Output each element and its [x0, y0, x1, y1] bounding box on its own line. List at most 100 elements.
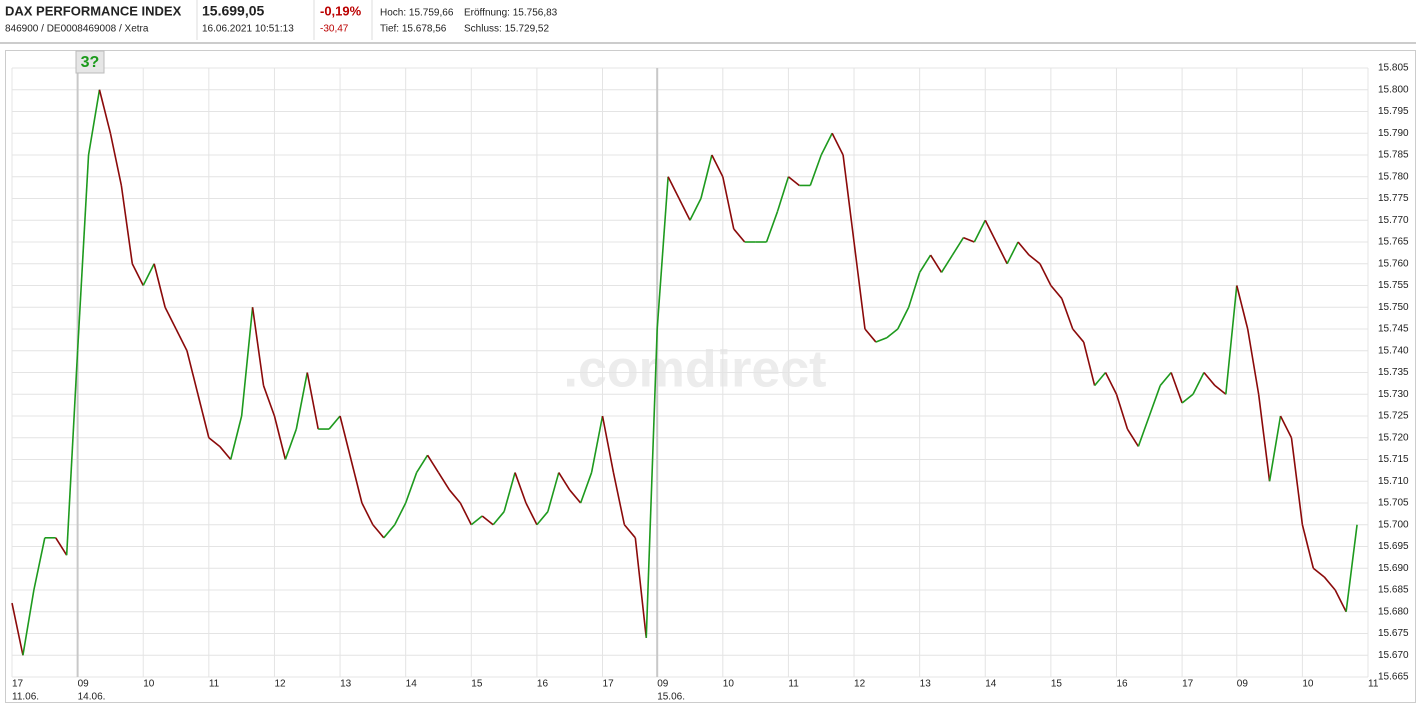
price-segment	[929, 254, 943, 273]
price-segment	[1312, 567, 1325, 578]
price-segment	[1093, 371, 1107, 387]
price-segment	[1334, 589, 1347, 613]
price-segment	[1301, 524, 1315, 569]
price-segment	[1148, 385, 1161, 417]
price-segment	[1159, 371, 1172, 387]
y-tick-label: 15.690	[1378, 563, 1409, 574]
price-segment	[1170, 372, 1183, 404]
price-segment	[536, 511, 549, 526]
x-tick-label: 09	[657, 679, 669, 690]
low: Tief: 15.678,56	[380, 24, 447, 35]
price-segment	[372, 524, 385, 539]
price-segment	[601, 415, 615, 473]
price-segment	[98, 89, 112, 134]
x-tick-label: 15	[471, 679, 483, 690]
y-tick-label: 15.770	[1378, 215, 1409, 226]
price-segment	[1246, 328, 1260, 395]
price-segment	[733, 228, 746, 243]
x-tick-label: 15	[1051, 679, 1063, 690]
high: Hoch: 15.759,66	[380, 8, 454, 19]
price-segment	[426, 454, 440, 473]
y-tick-label: 15.775	[1378, 193, 1409, 204]
price-segment	[131, 263, 144, 286]
y-tick-label: 15.670	[1378, 650, 1409, 661]
price-segment	[251, 307, 265, 386]
price-segment	[984, 219, 997, 243]
y-tick-label: 15.735	[1378, 367, 1409, 378]
price-segment	[623, 524, 636, 539]
price-segment	[951, 237, 965, 256]
price-segment	[153, 263, 166, 308]
price-segment	[1039, 263, 1052, 286]
price-segment	[339, 415, 352, 460]
price-segment	[1126, 428, 1140, 447]
price-segment	[76, 154, 90, 351]
price-segment	[109, 133, 123, 186]
price-segment	[240, 307, 254, 417]
price-segment	[722, 176, 735, 230]
x-tick-label: 10	[1302, 679, 1314, 690]
price-segment	[470, 515, 483, 526]
price-segment	[208, 437, 221, 448]
price-segment	[219, 445, 232, 461]
price-segment	[11, 602, 24, 656]
price-segment	[1290, 437, 1304, 525]
y-tick-label: 15.700	[1378, 519, 1409, 530]
price-segment	[853, 241, 866, 330]
price-segment	[1279, 415, 1293, 439]
price-segment	[1345, 524, 1358, 612]
price-segment	[1192, 372, 1205, 395]
price-segment	[569, 489, 582, 504]
y-tick-label: 15.675	[1378, 628, 1409, 639]
price-segment	[1225, 285, 1238, 395]
y-tick-label: 15.765	[1378, 237, 1409, 248]
price-segment	[1017, 241, 1030, 256]
price-segment	[1137, 415, 1151, 447]
x-tick-label: 17	[1182, 679, 1194, 690]
y-tick-label: 15.725	[1378, 411, 1409, 422]
price-segment	[22, 589, 35, 656]
x-tick-label: 11	[788, 679, 799, 690]
price-segment	[995, 241, 1008, 265]
price-segment	[809, 154, 822, 186]
y-tick-label: 15.730	[1378, 389, 1409, 400]
y-tick-label: 15.795	[1378, 106, 1409, 117]
price-segment	[186, 350, 199, 395]
y-tick-label: 15.805	[1378, 63, 1409, 74]
price-segment	[175, 328, 188, 352]
timestamp: 16.06.2021 10:51:13	[202, 24, 294, 35]
price-segment	[284, 428, 298, 460]
x-tick-label: 11	[1368, 679, 1379, 690]
y-tick-label: 15.745	[1378, 324, 1409, 335]
price-segment	[886, 328, 899, 339]
price-segment	[897, 306, 910, 330]
price-segment	[1203, 371, 1216, 387]
price-segment	[481, 515, 494, 526]
price-segment	[1061, 298, 1074, 330]
price-segment	[820, 132, 833, 156]
price-segment	[459, 502, 473, 526]
x-tick-label: 14	[406, 679, 418, 690]
price-segment	[197, 394, 210, 438]
price-segment	[306, 372, 319, 430]
price-segment	[656, 176, 669, 330]
y-tick-label: 15.695	[1378, 541, 1409, 552]
price-segment	[776, 176, 790, 212]
price-segment	[590, 415, 604, 473]
price-segment	[711, 154, 724, 178]
annotation-box	[75, 50, 105, 74]
price-segment	[940, 254, 954, 273]
price-segment	[787, 176, 800, 187]
y-tick-label: 15.685	[1378, 585, 1409, 596]
price-segment	[1268, 415, 1282, 482]
price-segment	[875, 336, 888, 343]
x-tick-label: 13	[340, 679, 352, 690]
price-segment	[1050, 284, 1063, 300]
x-date-label: 11.06.	[12, 692, 39, 703]
price-segment	[142, 263, 155, 286]
annotation: 3?	[81, 54, 100, 71]
price: 15.699,05	[202, 3, 264, 19]
price-segment	[120, 185, 134, 264]
price-segment	[1181, 393, 1194, 404]
price-segment	[55, 537, 68, 556]
